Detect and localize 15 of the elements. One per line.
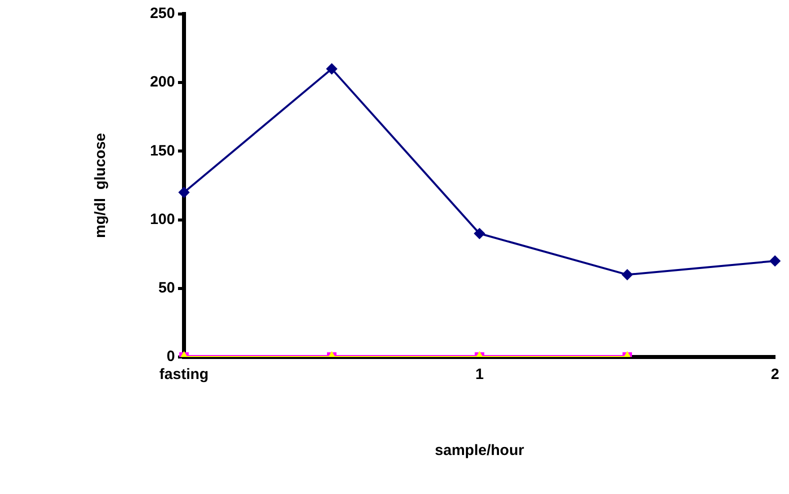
x-tick-label: 1	[475, 366, 484, 384]
y-tick-label: 150	[150, 142, 175, 160]
point	[178, 186, 190, 198]
x-tick-label: fasting	[159, 366, 209, 384]
point	[474, 228, 485, 240]
y-tick-label: 0	[166, 348, 175, 366]
x-axis-title: sample/hour	[434, 442, 524, 460]
y-tick-label: 250	[150, 5, 175, 22]
point	[622, 269, 633, 280]
point	[770, 255, 780, 266]
y-tick-label: 100	[150, 210, 175, 228]
x-tick-label: 2	[770, 366, 780, 384]
y-tick-label: 200	[150, 74, 175, 91]
y-axis-title: mg/dl glucose	[92, 132, 110, 238]
y-tick-label: 50	[158, 280, 175, 297]
